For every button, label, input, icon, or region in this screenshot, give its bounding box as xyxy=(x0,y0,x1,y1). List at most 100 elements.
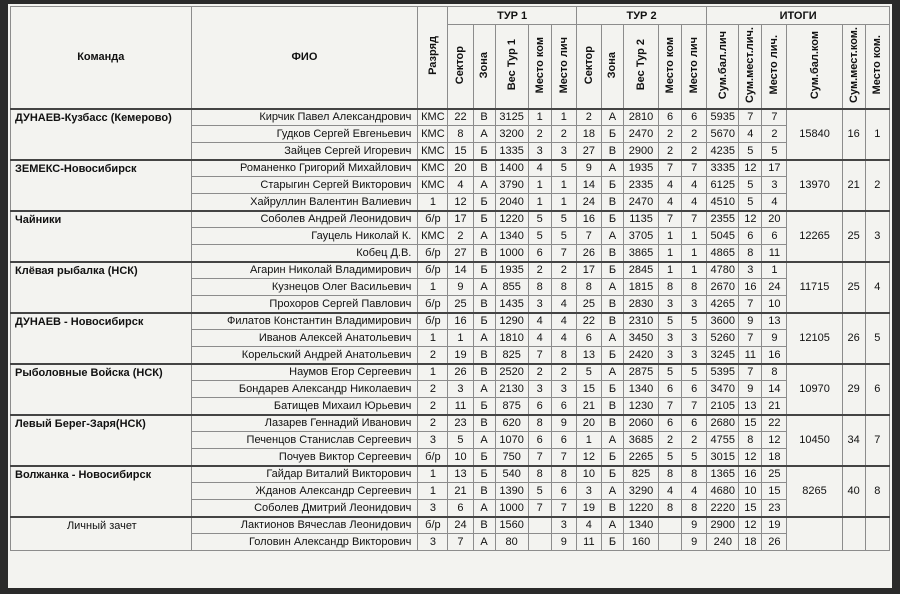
cell: А xyxy=(600,431,624,449)
cell: 2 xyxy=(417,346,449,364)
row: Печенцов Станислав Сергеевич 3 5 А 1070 6 6 1 А 3… xyxy=(11,431,890,449)
cell: 2 xyxy=(417,380,449,398)
empty-cell xyxy=(841,515,866,551)
cell: В xyxy=(472,362,496,381)
column-header: Сум.мест.лич. xyxy=(738,24,763,109)
cell: 15 xyxy=(761,482,788,500)
cell: 3470 xyxy=(706,380,740,398)
column-header: Сум.бал.лич xyxy=(706,24,740,109)
cell: 1365 xyxy=(706,464,740,483)
cell: В xyxy=(600,311,624,330)
cell: 240 xyxy=(706,533,740,551)
cell: 160 xyxy=(622,533,660,551)
team-name: Рыболовные Войска (НСК) xyxy=(10,362,192,415)
cell: 3 xyxy=(417,431,449,449)
cell: Б xyxy=(472,142,496,160)
cell: 1815 xyxy=(622,278,660,296)
cell: 3 xyxy=(738,260,763,279)
cell: Б xyxy=(600,380,624,398)
cell: 7 xyxy=(681,397,708,415)
row: Корельский Андрей Анатольевич 2 19 В 825 7 8 13… xyxy=(11,346,890,364)
cell: В xyxy=(472,107,496,126)
cell: 8 xyxy=(681,499,708,517)
cell: 2830 xyxy=(622,295,660,313)
cell: 2670 xyxy=(706,278,740,296)
cell: 21 xyxy=(447,482,474,500)
cell: В xyxy=(472,346,496,364)
cell: 7 xyxy=(550,448,577,466)
member-name: Гауцель Николай К. xyxy=(190,227,419,245)
cell: 3 xyxy=(527,295,552,313)
cell: В xyxy=(472,482,496,500)
cell: 2220 xyxy=(706,499,740,517)
member-name: Хайруллин Валентин Валиевич xyxy=(190,193,419,211)
cell: 5 xyxy=(575,362,602,381)
column-label: Сектор xyxy=(582,45,595,84)
cell: 14 xyxy=(447,260,474,279)
cell: А xyxy=(472,533,496,551)
cell: 3790 xyxy=(494,176,529,194)
cell: 15 xyxy=(575,380,602,398)
cell: 825 xyxy=(622,464,660,483)
cell: 540 xyxy=(494,464,529,483)
cell: А xyxy=(600,107,624,126)
cell: 6 xyxy=(681,107,708,126)
cell: 6 xyxy=(550,431,577,449)
cell: 6 xyxy=(761,227,788,245)
cell: А xyxy=(600,362,624,381)
column-label: Зона xyxy=(606,51,619,78)
column-header: Вес Тур 1 xyxy=(494,24,529,109)
cell: 1400 xyxy=(494,158,529,177)
cell: 4235 xyxy=(706,142,740,160)
cell: КМС xyxy=(417,158,449,177)
cell: 11 xyxy=(738,346,763,364)
cell: 2 xyxy=(681,431,708,449)
cell: 875 xyxy=(494,397,529,415)
team-name: Клёвая рыбалка (НСК) xyxy=(10,260,192,313)
team-name: ДУНАЕВ-Кузбасс (Кемерово) xyxy=(10,107,192,160)
row: Хайруллин Валентин Валиевич 1 12 Б 2040 1 1 24 В… xyxy=(11,193,890,211)
header-totals: ИТОГИ xyxy=(706,6,890,25)
column-label: Место лич. xyxy=(768,35,781,95)
cell: 9 xyxy=(761,329,788,347)
cell: В xyxy=(472,413,496,432)
row: ДУНАЕВ-Кузбасс (Кемерово) Кирчик Павел Ал… xyxy=(10,107,891,160)
cell: 3 xyxy=(417,533,449,551)
cell: А xyxy=(472,380,496,398)
cell xyxy=(527,533,552,551)
cell: 7 xyxy=(738,295,763,313)
team-place: 8 xyxy=(864,464,891,517)
cell: 1435 xyxy=(494,295,529,313)
cell: 2355 xyxy=(706,209,740,228)
cell: 26 xyxy=(575,244,602,262)
cell: 1390 xyxy=(494,482,529,500)
cell: 2 xyxy=(550,125,577,143)
row: Жданов Александр Сергеевич 1 21 В 1390 5 6 3 А 32… xyxy=(11,482,890,500)
cell: 6 xyxy=(681,413,708,432)
column-label: Сум.мест.лич. xyxy=(744,26,757,103)
cell: 16 xyxy=(738,278,763,296)
row: Чайники Соболев Андрей Леонидович б/р 17 Б 12… xyxy=(10,209,891,262)
cell: 3200 xyxy=(494,125,529,143)
cell: 16 xyxy=(761,346,788,364)
row: Почуев Виктор Сергеевич б/р 10 Б 750 7 7 12 Б 226… xyxy=(11,448,890,466)
cell: 15 xyxy=(738,413,763,432)
cell: б/р xyxy=(417,515,449,534)
cell: 8 xyxy=(527,464,552,483)
column-label: Сум.бал.ком xyxy=(808,30,821,99)
cell: 4 xyxy=(447,176,474,194)
cell: 5 xyxy=(550,209,577,228)
cell: 8 xyxy=(658,278,683,296)
header-rank-label: Разряд xyxy=(426,36,439,76)
cell: А xyxy=(600,482,624,500)
team-total-points: 12105 xyxy=(786,311,843,364)
cell: 8 xyxy=(738,244,763,262)
cell: 3 xyxy=(761,176,788,194)
cell: А xyxy=(600,278,624,296)
cell: б/р xyxy=(417,209,449,228)
row: Головин Александр Викторович 3 7 А 80 9 11 Б 160… xyxy=(11,533,890,551)
cell: 7 xyxy=(658,158,683,177)
cell: Б xyxy=(600,260,624,279)
cell: 9 xyxy=(550,533,577,551)
